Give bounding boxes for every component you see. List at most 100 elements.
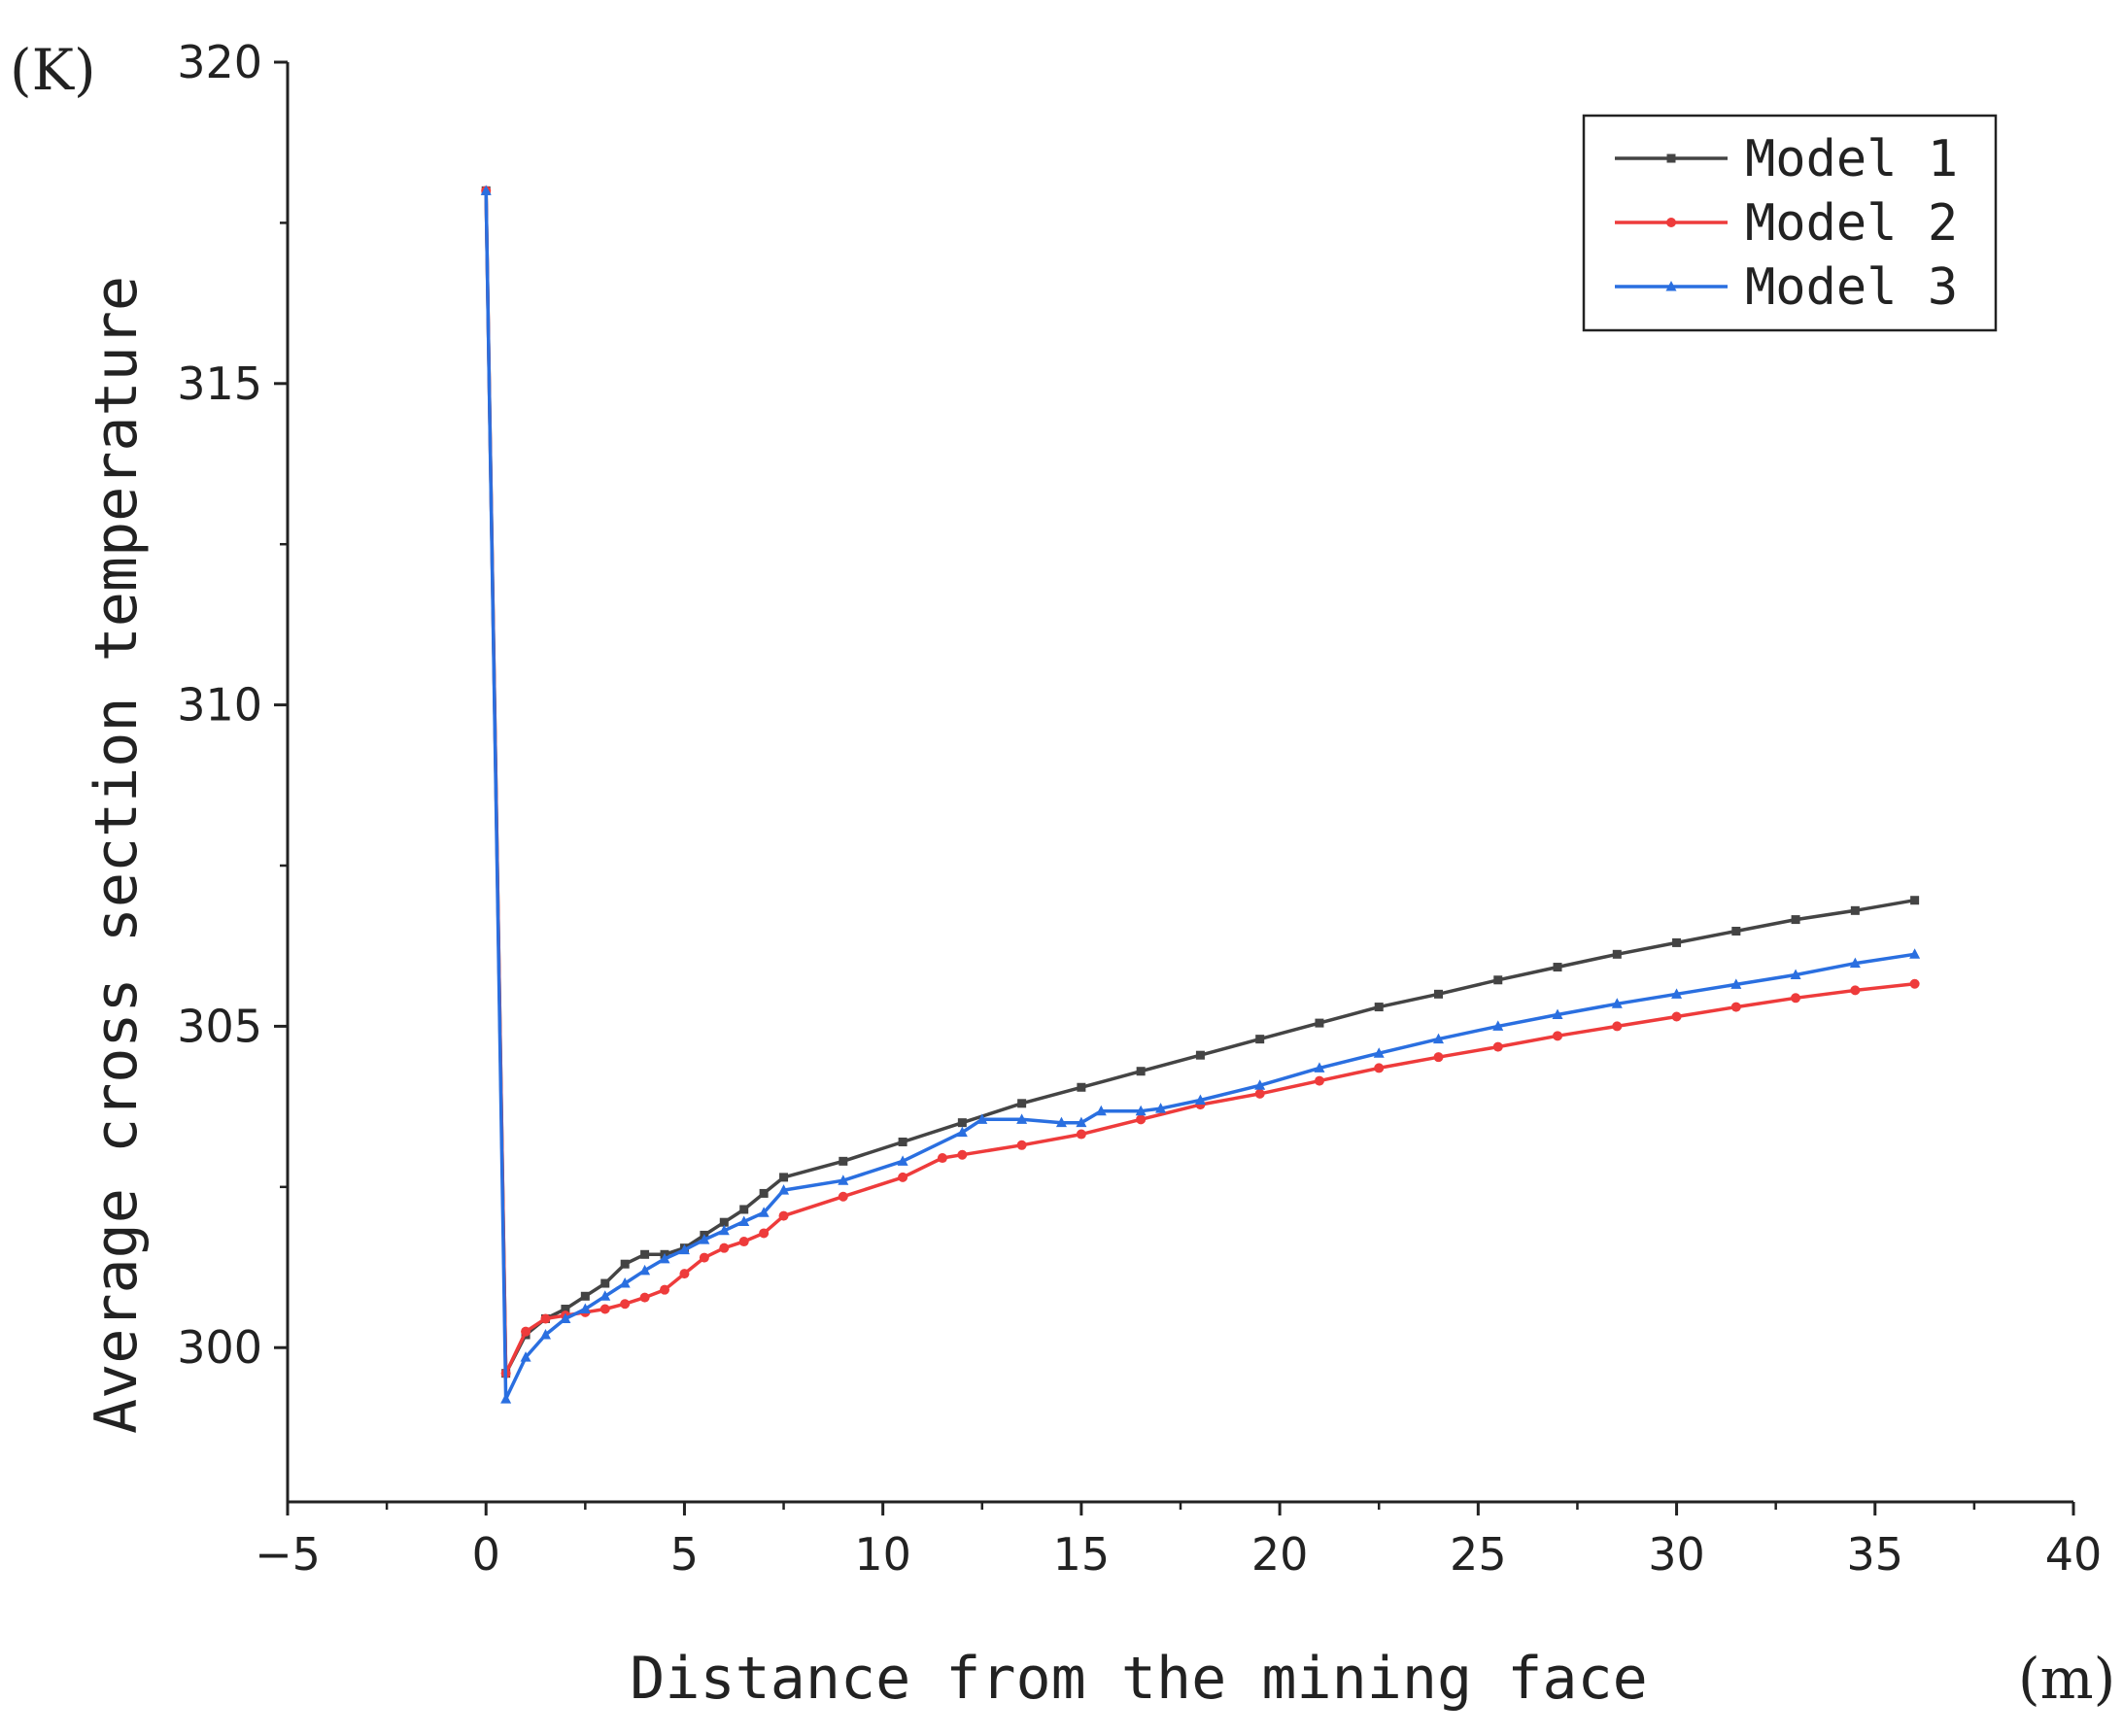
y-tick-label: 310 — [177, 679, 262, 732]
data-point — [1730, 1002, 1741, 1012]
data-point — [1254, 1088, 1265, 1099]
data-point — [1553, 963, 1562, 972]
data-point — [500, 1393, 512, 1404]
legend-label: Model 1 — [1745, 130, 1958, 188]
data-point — [1194, 1094, 1206, 1105]
data-point — [678, 1243, 690, 1255]
legend-label: Model 3 — [1745, 258, 1958, 317]
x-tick-label: 40 — [2045, 1528, 2103, 1581]
x-tick-label: −5 — [255, 1528, 321, 1581]
data-point — [699, 1252, 709, 1263]
data-point — [521, 1326, 531, 1337]
data-point — [956, 1126, 968, 1138]
data-point — [1155, 1103, 1167, 1113]
data-point — [1077, 1082, 1086, 1092]
data-point — [937, 1153, 947, 1164]
data-point — [1850, 985, 1861, 996]
axes: −5 0 5 10 15 20 25 30 35 40 300 305 310 315 320 — [177, 36, 2102, 1581]
data-point — [520, 1351, 531, 1362]
y-tick-label: 315 — [177, 357, 262, 410]
x-axis-title: Distance from the mining face — [630, 1645, 1648, 1713]
data-point — [1849, 957, 1861, 969]
data-point — [778, 1184, 790, 1195]
data-point — [600, 1278, 610, 1288]
x-tick-label: 20 — [1251, 1528, 1309, 1581]
data-point — [897, 1155, 908, 1166]
data-point — [1909, 948, 1921, 959]
data-point — [639, 1264, 651, 1276]
x-tick-label: 15 — [1053, 1528, 1111, 1581]
data-point — [779, 1173, 789, 1182]
x-tick-label: 25 — [1450, 1528, 1507, 1581]
data-point — [1433, 989, 1443, 999]
data-point — [976, 1113, 988, 1124]
data-point — [898, 1138, 907, 1146]
data-point — [561, 1305, 570, 1314]
data-point — [1730, 978, 1742, 989]
data-point — [1433, 1052, 1444, 1063]
data-point — [1095, 1105, 1107, 1116]
series-layer — [480, 185, 1921, 1404]
series-3 — [480, 185, 1921, 1404]
data-point — [1432, 1033, 1444, 1044]
data-point — [898, 1172, 908, 1182]
data-point — [1136, 1067, 1146, 1076]
data-point — [1055, 1116, 1067, 1128]
data-point — [838, 1191, 848, 1202]
data-point — [1017, 1099, 1027, 1108]
data-point — [1135, 1105, 1147, 1116]
data-point — [957, 1118, 967, 1128]
data-point — [1493, 975, 1503, 985]
data-point — [1910, 896, 1920, 905]
data-point — [1612, 1021, 1623, 1032]
x-tick-label: 30 — [1648, 1528, 1705, 1581]
data-point — [957, 1149, 968, 1160]
data-point — [1791, 993, 1801, 1004]
data-point — [560, 1312, 571, 1323]
data-point — [1374, 1003, 1384, 1012]
data-point — [539, 1328, 551, 1340]
data-point — [1016, 1140, 1027, 1150]
data-point — [1731, 926, 1741, 936]
y-tick-label: 300 — [177, 1321, 262, 1374]
series-2 — [481, 186, 1920, 1379]
x-tick-label: 5 — [670, 1528, 699, 1581]
series-1 — [481, 186, 1920, 1379]
data-point — [1791, 915, 1800, 925]
data-point — [1136, 1114, 1147, 1125]
data-point — [1671, 1011, 1682, 1022]
data-point — [1373, 1047, 1385, 1058]
data-point — [1076, 1116, 1087, 1128]
x-tick-label: 35 — [1847, 1528, 1904, 1581]
data-point — [758, 1207, 770, 1217]
data-point — [480, 185, 492, 195]
data-point — [718, 1224, 730, 1236]
data-point — [620, 1299, 631, 1310]
data-point — [778, 1210, 789, 1221]
data-point — [599, 1304, 610, 1314]
legend-label: Model 2 — [1745, 194, 1958, 253]
data-point — [719, 1217, 729, 1227]
data-point — [739, 1205, 749, 1214]
x-tick-label: 10 — [854, 1528, 911, 1581]
data-point — [738, 1215, 750, 1227]
data-point — [699, 1234, 710, 1244]
data-point — [660, 1284, 670, 1295]
x-axis-unit: (m) — [2018, 1646, 2115, 1712]
data-point — [659, 1252, 670, 1264]
data-point — [1553, 1031, 1563, 1041]
data-point — [1909, 978, 1920, 989]
data-point — [1314, 1075, 1324, 1086]
data-point — [1611, 998, 1623, 1008]
data-point — [540, 1313, 551, 1324]
data-point — [759, 1228, 770, 1239]
series-line — [484, 190, 1915, 1401]
data-point — [759, 1188, 769, 1198]
data-point — [1492, 1020, 1504, 1031]
series-line — [484, 190, 1915, 1376]
legend-marker — [1666, 218, 1676, 227]
data-point — [719, 1242, 730, 1253]
data-point — [640, 1249, 650, 1259]
